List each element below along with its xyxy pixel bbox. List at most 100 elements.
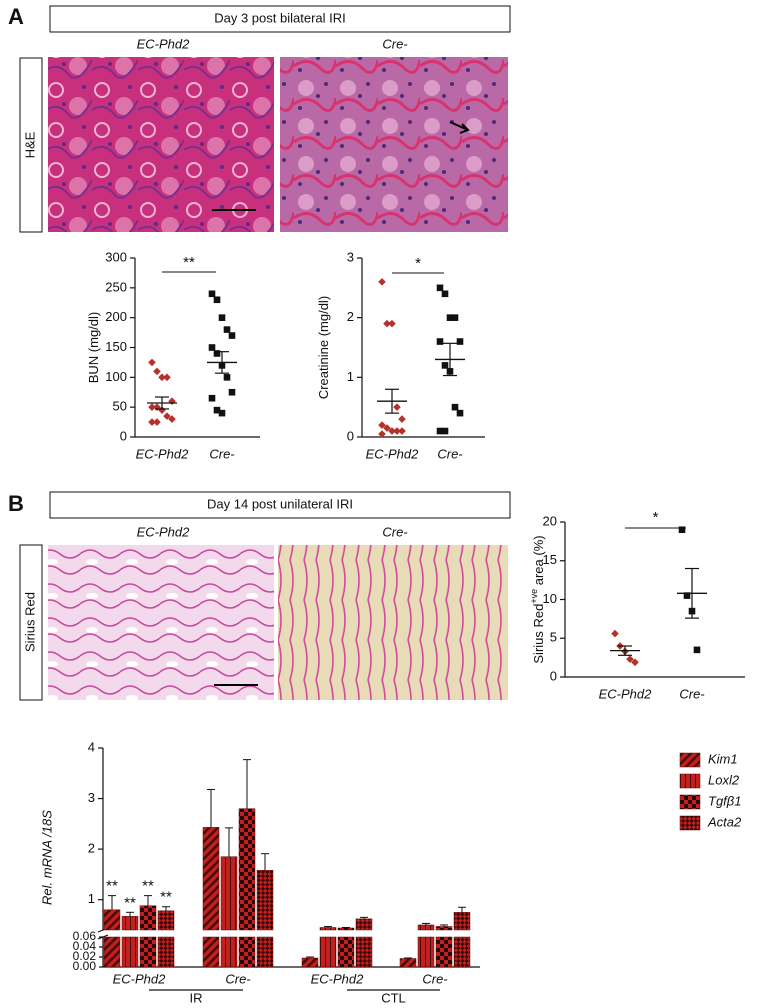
data-point — [398, 415, 406, 423]
micrograph — [278, 545, 508, 700]
x-tick-label: EC-Phd2 — [113, 971, 167, 986]
x-tick-label: Cre- — [225, 971, 251, 986]
data-point — [451, 314, 459, 321]
bar — [319, 936, 337, 968]
y-axis-label-suffix: area (%) — [531, 535, 546, 588]
stain-label: Sirius Red — [22, 592, 37, 652]
bar — [202, 827, 220, 931]
image-label: Cre- — [382, 524, 408, 539]
x-tick-label: EC-Phd2 — [136, 446, 190, 461]
y-tick-label: 4 — [88, 739, 95, 754]
data-point — [388, 319, 396, 328]
y-tick-label: 10 — [543, 591, 557, 606]
y-tick-label: 0 — [550, 668, 557, 683]
data-point — [441, 290, 449, 298]
data-point — [213, 406, 221, 414]
y-axis-label: Creatinine (mg/dl) — [316, 296, 331, 399]
data-point — [163, 412, 171, 420]
y-axis-label: Sirius Red+ve area (%) — [529, 535, 546, 663]
y-axis-label: Rel. mRNA /18S — [39, 810, 54, 905]
y-tick-label: 0.04 — [73, 939, 97, 953]
data-point — [208, 344, 216, 351]
data-point — [213, 296, 221, 304]
bar — [319, 927, 337, 931]
bar — [220, 936, 238, 968]
bar — [139, 905, 157, 931]
x-tick-label: EC-Phd2 — [311, 971, 365, 986]
data-point — [228, 332, 236, 339]
bar — [121, 916, 139, 931]
y-axis-label-text: BUN (mg/dl) — [86, 312, 101, 384]
data-point — [398, 427, 406, 435]
data-point — [436, 427, 444, 435]
data-point — [148, 418, 156, 426]
bar — [103, 936, 121, 968]
bar — [157, 936, 175, 968]
y-tick-label: 0.02 — [73, 949, 97, 963]
y-tick-label: 15 — [543, 552, 557, 567]
y-tick-label: 0 — [347, 428, 354, 443]
micrograph — [48, 57, 274, 232]
image-label: EC-Phd2 — [137, 524, 191, 539]
micrograph — [48, 545, 274, 700]
stain-box — [19, 544, 43, 701]
bar — [238, 936, 256, 968]
bar — [355, 936, 373, 968]
legend-swatch — [679, 773, 701, 789]
arrow — [449, 121, 470, 134]
data-point — [436, 284, 444, 292]
data-point — [441, 362, 449, 369]
bar — [417, 924, 435, 931]
legend-label: Kim1 — [708, 751, 738, 766]
bar — [139, 936, 157, 968]
bar — [103, 909, 121, 931]
data-point — [393, 403, 401, 411]
data-point — [693, 646, 701, 654]
data-point — [153, 418, 161, 426]
y-axis-label-text: Sirius Red — [531, 604, 546, 664]
data-point — [153, 367, 161, 376]
x-tick-label: EC-Phd2 — [599, 686, 653, 701]
data-point — [393, 427, 401, 435]
data-point — [611, 629, 619, 638]
significance-label: ** — [124, 894, 136, 911]
significance-label: * — [415, 255, 421, 272]
panel-letter: B — [8, 491, 24, 516]
significance-label: ** — [183, 254, 195, 271]
y-tick-label: 20 — [543, 513, 557, 528]
data-point — [153, 403, 161, 411]
data-point — [388, 427, 396, 435]
x-tick-label: Cre- — [209, 446, 235, 461]
y-tick-label: 5 — [550, 630, 557, 645]
data-point — [223, 374, 231, 381]
y-axis-label-sup: +ve — [529, 589, 539, 604]
panel-header: Day 14 post unilateral IRI — [207, 496, 353, 511]
micrograph — [280, 57, 508, 232]
legend-swatch — [679, 815, 701, 831]
bar — [337, 927, 355, 931]
y-tick-label: 250 — [105, 279, 127, 294]
data-point — [208, 290, 216, 298]
data-point — [378, 278, 386, 286]
data-point — [456, 338, 464, 345]
data-point — [163, 373, 171, 382]
y-tick-label: 2 — [88, 841, 95, 856]
bar — [256, 936, 274, 968]
bar — [435, 936, 453, 968]
y-tick-label: 2 — [347, 309, 354, 324]
y-tick-label: 300 — [105, 249, 127, 264]
image-label: EC-Phd2 — [137, 36, 191, 51]
y-tick-label: 3 — [347, 249, 354, 264]
data-point — [213, 350, 221, 357]
bar — [202, 936, 220, 968]
bar — [301, 957, 319, 968]
bar — [238, 808, 256, 931]
image-label: Cre- — [382, 36, 408, 51]
group-label: IR — [190, 990, 203, 1005]
stain-label: H&E — [22, 131, 37, 158]
legend-label: Acta2 — [707, 814, 742, 829]
data-point — [378, 421, 386, 429]
data-point — [441, 427, 449, 435]
bar — [453, 912, 471, 931]
